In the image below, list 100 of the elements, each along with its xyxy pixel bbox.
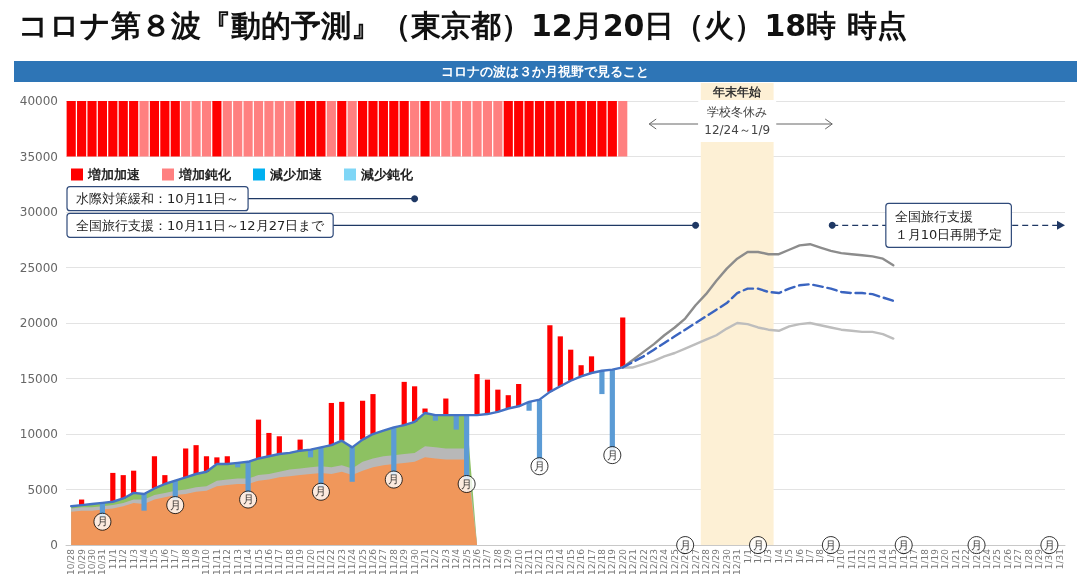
y-tick-label: 25000 bbox=[19, 260, 58, 275]
legend-label: 増加加速 bbox=[87, 167, 141, 182]
bar bbox=[276, 436, 282, 455]
x-tick-label: 1/14 bbox=[877, 548, 888, 570]
x-tick-label: 11/30 bbox=[409, 548, 420, 575]
y-tick-label: 5000 bbox=[27, 482, 58, 497]
x-tick-label: 11/12 bbox=[222, 549, 233, 575]
x-tick-label: 11/19 bbox=[295, 548, 306, 575]
bar bbox=[339, 401, 345, 441]
x-tick-label: 12/31 bbox=[732, 549, 743, 575]
x-tick-label: 11/6 bbox=[159, 548, 170, 570]
x-tick-label: 1/12 bbox=[857, 549, 868, 570]
x-tick-label: 12/15 bbox=[565, 549, 576, 575]
bar bbox=[347, 101, 357, 157]
x-tick-label: 11/2 bbox=[118, 549, 129, 570]
x-tick-label: 1/17 bbox=[909, 549, 920, 570]
line-series bbox=[621, 282, 895, 369]
x-tick-label: 1/30 bbox=[1044, 548, 1055, 570]
data-label: 月 bbox=[388, 473, 400, 487]
x-tick-label: 11/8 bbox=[180, 548, 191, 570]
y-tick-label: 35000 bbox=[19, 149, 58, 164]
x-tick-label: 1/8 bbox=[815, 548, 826, 564]
x-tick-label: 1/7 bbox=[805, 549, 816, 564]
annotation: 12/24～1/9 bbox=[704, 123, 771, 137]
x-tick-label: 11/9 bbox=[191, 548, 202, 570]
bar bbox=[420, 101, 430, 157]
x-tick-label: 1/4 bbox=[773, 548, 784, 564]
chart-title: コロナ第８波『動的予測』（東京都）12月20日（火）18時 時点 bbox=[18, 7, 907, 43]
legend-label: 減少加速 bbox=[269, 167, 323, 182]
bar bbox=[588, 356, 595, 373]
annotation: 水際対策緩和：10月11日～ bbox=[76, 191, 240, 207]
bar bbox=[349, 447, 355, 482]
x-tick-label: 12/9 bbox=[503, 548, 514, 570]
x-tick-label: 12/17 bbox=[586, 549, 597, 575]
x-tick-label: 10/28 bbox=[66, 548, 77, 575]
x-tick-label: 1/18 bbox=[919, 548, 930, 570]
x-tick-label: 12/3 bbox=[440, 549, 451, 570]
x-tick-label: 1/1 bbox=[742, 549, 753, 564]
x-tick-label: 11/23 bbox=[336, 549, 347, 575]
bar bbox=[453, 415, 459, 430]
x-tick-label: 10/30 bbox=[87, 548, 98, 575]
x-tick-label: 11/29 bbox=[399, 548, 410, 575]
y-tick-label: 0 bbox=[50, 538, 58, 553]
x-tick-label: 12/4 bbox=[451, 548, 462, 570]
x-tick-label: 1/27 bbox=[1013, 549, 1024, 570]
x-tick-label: 12/8 bbox=[492, 548, 503, 570]
x-tick-label: 12/27 bbox=[690, 549, 701, 575]
bar bbox=[399, 101, 409, 157]
x-tick-label: 12/10 bbox=[513, 548, 524, 575]
bar bbox=[193, 445, 199, 475]
y-tick-label: 30000 bbox=[19, 205, 58, 220]
x-tick-label: 11/25 bbox=[357, 549, 368, 575]
x-tick-label: 12/18 bbox=[596, 548, 607, 575]
bar bbox=[151, 456, 158, 489]
x-tick-label: 1/20 bbox=[940, 548, 951, 570]
x-tick-label: 1/21 bbox=[950, 549, 961, 570]
bar bbox=[474, 374, 480, 416]
data-label: 月 bbox=[169, 498, 181, 512]
x-tick-label: 11/1 bbox=[107, 549, 118, 570]
bar bbox=[547, 325, 553, 392]
bar bbox=[410, 101, 420, 157]
x-tick-label: 11/27 bbox=[378, 549, 389, 575]
bar bbox=[170, 101, 180, 157]
x-tick-label: 1/19 bbox=[929, 548, 940, 570]
x-tick-label: 1/5 bbox=[784, 549, 795, 564]
data-label: 月 bbox=[461, 477, 473, 491]
legend-label: 減少鈍化 bbox=[360, 167, 414, 182]
bar bbox=[141, 494, 147, 511]
bar bbox=[412, 386, 418, 422]
bar bbox=[599, 370, 605, 395]
x-tick-label: 11/17 bbox=[274, 549, 285, 575]
x-tick-label: 11/18 bbox=[284, 548, 295, 575]
x-tick-label: 11/24 bbox=[347, 548, 358, 575]
x-tick-label: 12/11 bbox=[524, 549, 535, 575]
x-tick-label: 1/26 bbox=[1002, 548, 1013, 570]
x-tick-label: 12/28 bbox=[700, 548, 711, 575]
x-tick-label: 1/2 bbox=[753, 549, 764, 564]
annotation: １月10日再開予定 bbox=[894, 226, 1003, 242]
x-tick-label: 10/31 bbox=[97, 549, 108, 575]
x-tick-label: 12/24 bbox=[659, 548, 670, 575]
bar bbox=[337, 101, 347, 157]
data-label: 月 bbox=[606, 448, 618, 462]
x-tick-label: 11/20 bbox=[305, 548, 316, 575]
x-tick-label: 12/23 bbox=[648, 549, 659, 575]
annotation: 全国旅行支援 bbox=[894, 208, 973, 224]
chart-subtitle: コロナの波は３か月視野で見ること bbox=[441, 64, 649, 79]
x-tick-label: 11/21 bbox=[315, 549, 326, 575]
x-tick-label: 11/4 bbox=[139, 548, 150, 570]
bar bbox=[131, 470, 137, 493]
bar bbox=[120, 475, 126, 499]
x-tick-label: 1/31 bbox=[1054, 549, 1065, 570]
x-tick-label: 11/22 bbox=[326, 549, 337, 575]
x-tick-label: 11/14 bbox=[243, 548, 254, 575]
x-tick-label: 11/11 bbox=[211, 549, 222, 575]
x-tick-label: 12/2 bbox=[430, 549, 441, 570]
x-tick-label: 12/26 bbox=[680, 548, 691, 575]
x-tick-label: 12/20 bbox=[617, 548, 628, 575]
x-tick-label: 11/3 bbox=[128, 549, 139, 570]
x-tick-label: 11/15 bbox=[253, 549, 264, 575]
bar bbox=[326, 101, 336, 157]
